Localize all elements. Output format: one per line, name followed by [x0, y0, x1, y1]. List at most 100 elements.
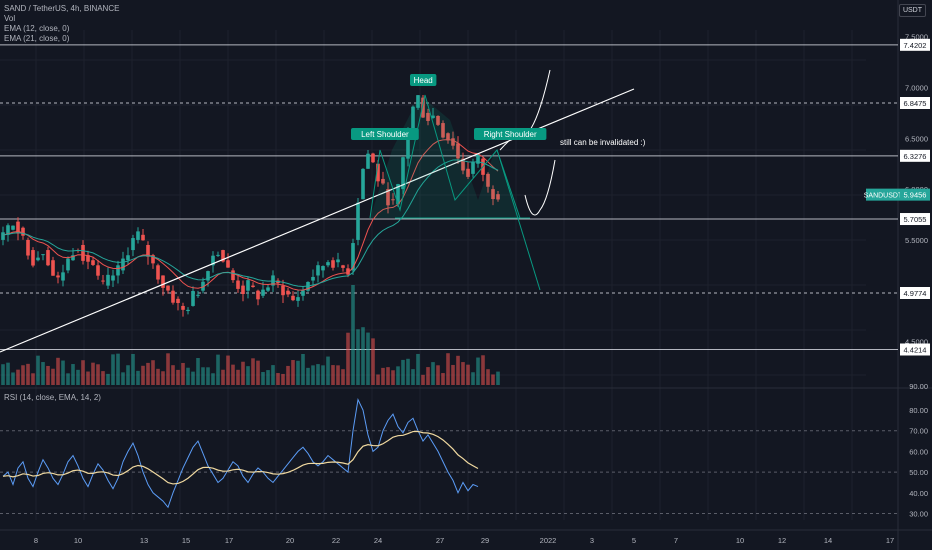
candle-body [496, 194, 500, 200]
candle-body [311, 276, 315, 281]
candle-body [41, 254, 45, 256]
candle-body [406, 129, 410, 159]
candle-body [126, 255, 130, 261]
symbol-legend[interactable]: SAND / TetherUS, 4h, BINANCE Vol EMA (12… [4, 4, 119, 44]
rsi-tick-label: 70.00 [909, 427, 928, 436]
candle-body [1, 232, 5, 240]
volume-bar [331, 365, 335, 385]
time-axis: 8 10 13 15 17 20 22 24 27 29 2022 3 5 7 10 12 14 17 [34, 536, 894, 545]
volume-bar [196, 357, 200, 385]
rsi-legend[interactable]: RSI (14, close, EMA, 14, 2) [4, 393, 101, 402]
volume-bar [491, 374, 495, 385]
volume-bar [336, 365, 340, 385]
volume-bar [171, 365, 175, 385]
pattern-drawings [0, 69, 635, 353]
candle-body [226, 260, 230, 268]
volume-bar [451, 364, 455, 385]
price-level-label: 4.9774 [904, 289, 927, 298]
volume-bar [221, 369, 225, 385]
volume-bar [406, 358, 410, 385]
volume-bar [56, 357, 60, 385]
volume-bar [476, 357, 480, 385]
candle-body [106, 274, 110, 286]
candle-body [236, 280, 240, 289]
volume-bar [251, 358, 255, 385]
volume-bar [41, 362, 45, 385]
volume-bar [181, 362, 185, 385]
volume-bar [376, 374, 380, 385]
candle-body [21, 227, 25, 236]
candle-body [491, 189, 495, 200]
candle-body [46, 250, 50, 266]
volume-bar [446, 353, 450, 385]
candle-body [181, 305, 185, 310]
pattern-fill [370, 95, 520, 218]
volume-bar [401, 359, 405, 385]
symbol-title: SAND / TetherUS, 4h, BINANCE [4, 4, 120, 13]
volume-bar [156, 368, 160, 385]
volume-bar [96, 364, 100, 385]
volume-bar [211, 373, 215, 385]
candle-body [66, 258, 70, 271]
candle-body [6, 225, 10, 235]
price-level-badge [900, 287, 930, 300]
volume-bar [1, 364, 5, 385]
candle-body [231, 270, 235, 281]
volume-bar [226, 355, 230, 385]
volume-bar [496, 371, 500, 385]
candle-body [241, 285, 245, 294]
volume-bar [436, 365, 440, 385]
volume-bar [66, 373, 70, 385]
volume-bar [261, 372, 265, 385]
volume-bar [101, 371, 105, 385]
rsi-pane: 80.00 70.00 60.00 50.00 40.00 30.00 [0, 398, 928, 519]
volume-bar [471, 372, 475, 385]
volume-bar [416, 353, 420, 385]
volume-bar [121, 372, 125, 385]
volume-bar [61, 360, 65, 385]
candle-body [36, 257, 40, 261]
price-level-badge [900, 149, 930, 162]
volume-bar [161, 371, 165, 385]
candle-body [281, 285, 285, 296]
price-tick-label: 6.5000 [905, 134, 928, 143]
candle-body [326, 262, 330, 266]
candle-body [146, 244, 150, 257]
volume-bar [326, 356, 330, 385]
left-shoulder-label: Left Shoulder [361, 130, 409, 139]
currency-badge[interactable]: USDT [898, 4, 926, 17]
candle-body [441, 123, 445, 138]
indicator-ema-12[interactable]: EMA (12, close, 0) [4, 24, 70, 33]
candle-body [331, 260, 335, 268]
candle-body [171, 290, 175, 303]
candle-body [316, 265, 320, 276]
volume-bar [86, 371, 90, 385]
left-shoulder-label-bg [351, 128, 419, 140]
volume-bar [151, 360, 155, 385]
candle-body [161, 275, 165, 288]
indicator-ema-21[interactable]: EMA (21, close, 0) [4, 34, 70, 43]
ema-12-line [2, 139, 499, 291]
head-label-bg [410, 74, 437, 86]
time-tick-label: 15 [182, 536, 190, 545]
price-level-label: 6.3276 [904, 152, 927, 161]
volume-bar [111, 354, 115, 385]
volume-bar [366, 332, 370, 385]
candle-body [321, 266, 325, 271]
candle-body [301, 290, 305, 296]
volume-bar [431, 362, 435, 385]
candle-body [16, 221, 20, 234]
volume-bar [421, 374, 425, 385]
candle-body [391, 199, 395, 201]
volume-bar [106, 373, 110, 385]
candle-body [196, 294, 200, 296]
indicator-vol[interactable]: Vol [4, 14, 16, 23]
candle-body [386, 189, 390, 206]
volume-bar [391, 370, 395, 385]
candle-body [371, 153, 375, 163]
volume-bar [321, 365, 325, 385]
volume-bar [371, 338, 375, 385]
price-tick-label: 7.5000 [905, 33, 928, 42]
candle-body [176, 298, 180, 304]
